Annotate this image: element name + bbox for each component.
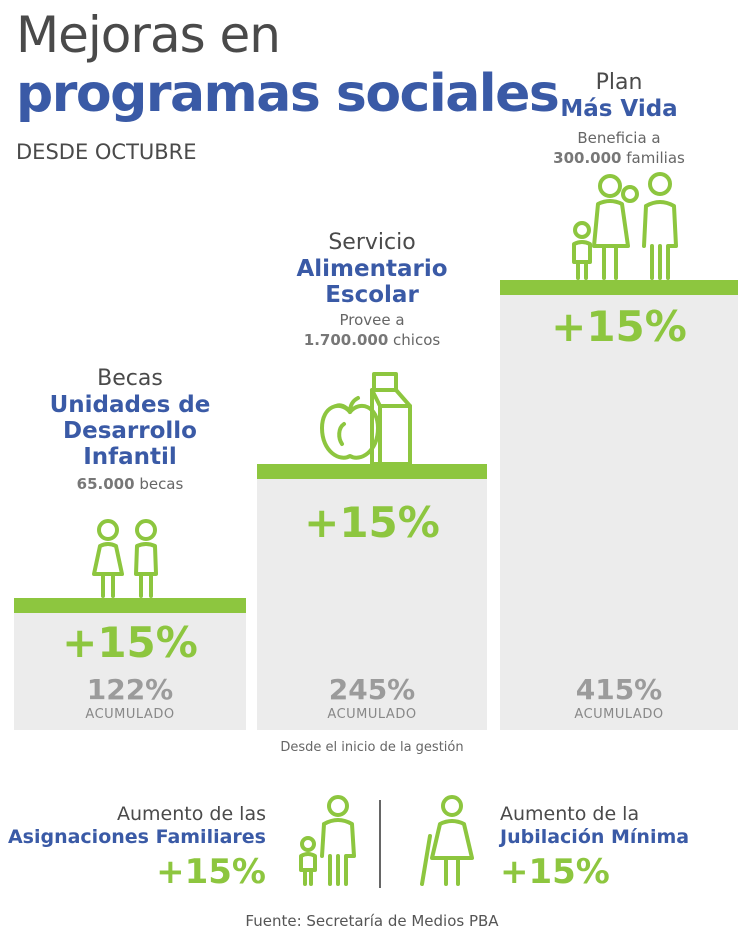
program-2-note-bold: 1.700.000 [303, 331, 389, 349]
title-line1: Mejoras en [16, 6, 281, 64]
apple-milk-icon [320, 372, 412, 466]
program-3-note: 300.000 familias [500, 148, 738, 168]
subtitle: DESDE OCTUBRE [16, 140, 197, 164]
program-1-pre: Becas [97, 366, 163, 391]
column-3-increase: +15% [551, 302, 687, 351]
program-2-note-text: chicos [388, 331, 441, 349]
program-2-pre: Servicio [328, 230, 416, 255]
children-icon [92, 519, 158, 598]
column-1-accum-value: 122% [86, 673, 174, 706]
bottom-right-pre: Aumento de la [500, 803, 640, 825]
title-line2: programas sociales [16, 64, 560, 124]
program-3-header: Plan Más Vida Beneficia a 300.000 famili… [500, 70, 738, 168]
elderly-woman-icon [420, 795, 474, 886]
program-3-pre: Plan [595, 70, 643, 95]
parent-child-icon [299, 795, 356, 886]
column-3 [500, 280, 738, 730]
program-2-note-pre: Provee a [339, 311, 405, 329]
column-2-increase: +15% [304, 498, 440, 547]
column-3-accum-label: ACUMULADO [574, 707, 664, 722]
column-3-bar [500, 280, 738, 295]
program-3-name-1: Más Vida [560, 96, 678, 122]
bottom-right-name: Jubilación Mínima [500, 826, 690, 848]
program-1-name-1: Unidades de [49, 392, 211, 418]
column-2-bar [257, 464, 487, 479]
program-1-note-text: becas [134, 475, 184, 493]
program-1-name-3: Infantil [83, 444, 177, 470]
footnote: Desde el inicio de la gestión [280, 740, 464, 755]
column-1-accum-label: ACUMULADO [85, 707, 175, 722]
program-3-note-text: familias [621, 149, 685, 167]
bottom-left-pct: +15% [156, 852, 266, 892]
column-2 [257, 464, 487, 730]
program-3-note-pre: Beneficia a [577, 129, 661, 147]
program-2-name-2: Escolar [325, 282, 419, 308]
bottom-left-pre: Aumento de las [116, 803, 266, 825]
source: Fuente: Secretaría de Medios PBA [245, 912, 499, 930]
bottom-right-pct: +15% [500, 852, 610, 892]
column-2-accum-value: 245% [328, 673, 416, 706]
bottom-divider [379, 800, 381, 888]
column-1-increase: +15% [62, 618, 198, 667]
program-1-note: 65.000 becas [14, 474, 246, 494]
program-1-header: Becas Unidades de Desarrollo Infantil 65… [14, 366, 246, 494]
program-1-name-2: Desarrollo [63, 418, 197, 444]
family-icon [572, 172, 678, 280]
program-3-note-bold: 300.000 [553, 149, 622, 167]
program-2-header: Servicio Alimentario Escolar Provee a 1.… [257, 230, 487, 350]
column-1-bar [14, 598, 246, 613]
column-2-accum-label: ACUMULADO [327, 707, 417, 722]
program-1-note-bold: 65.000 [76, 475, 135, 493]
bottom-left-name: Asignaciones Familiares [7, 826, 266, 848]
program-2-name-1: Alimentario [296, 256, 448, 282]
program-2-note: 1.700.000 chicos [257, 330, 487, 350]
column-1 [14, 598, 246, 730]
column-3-accum-value: 415% [575, 673, 663, 706]
